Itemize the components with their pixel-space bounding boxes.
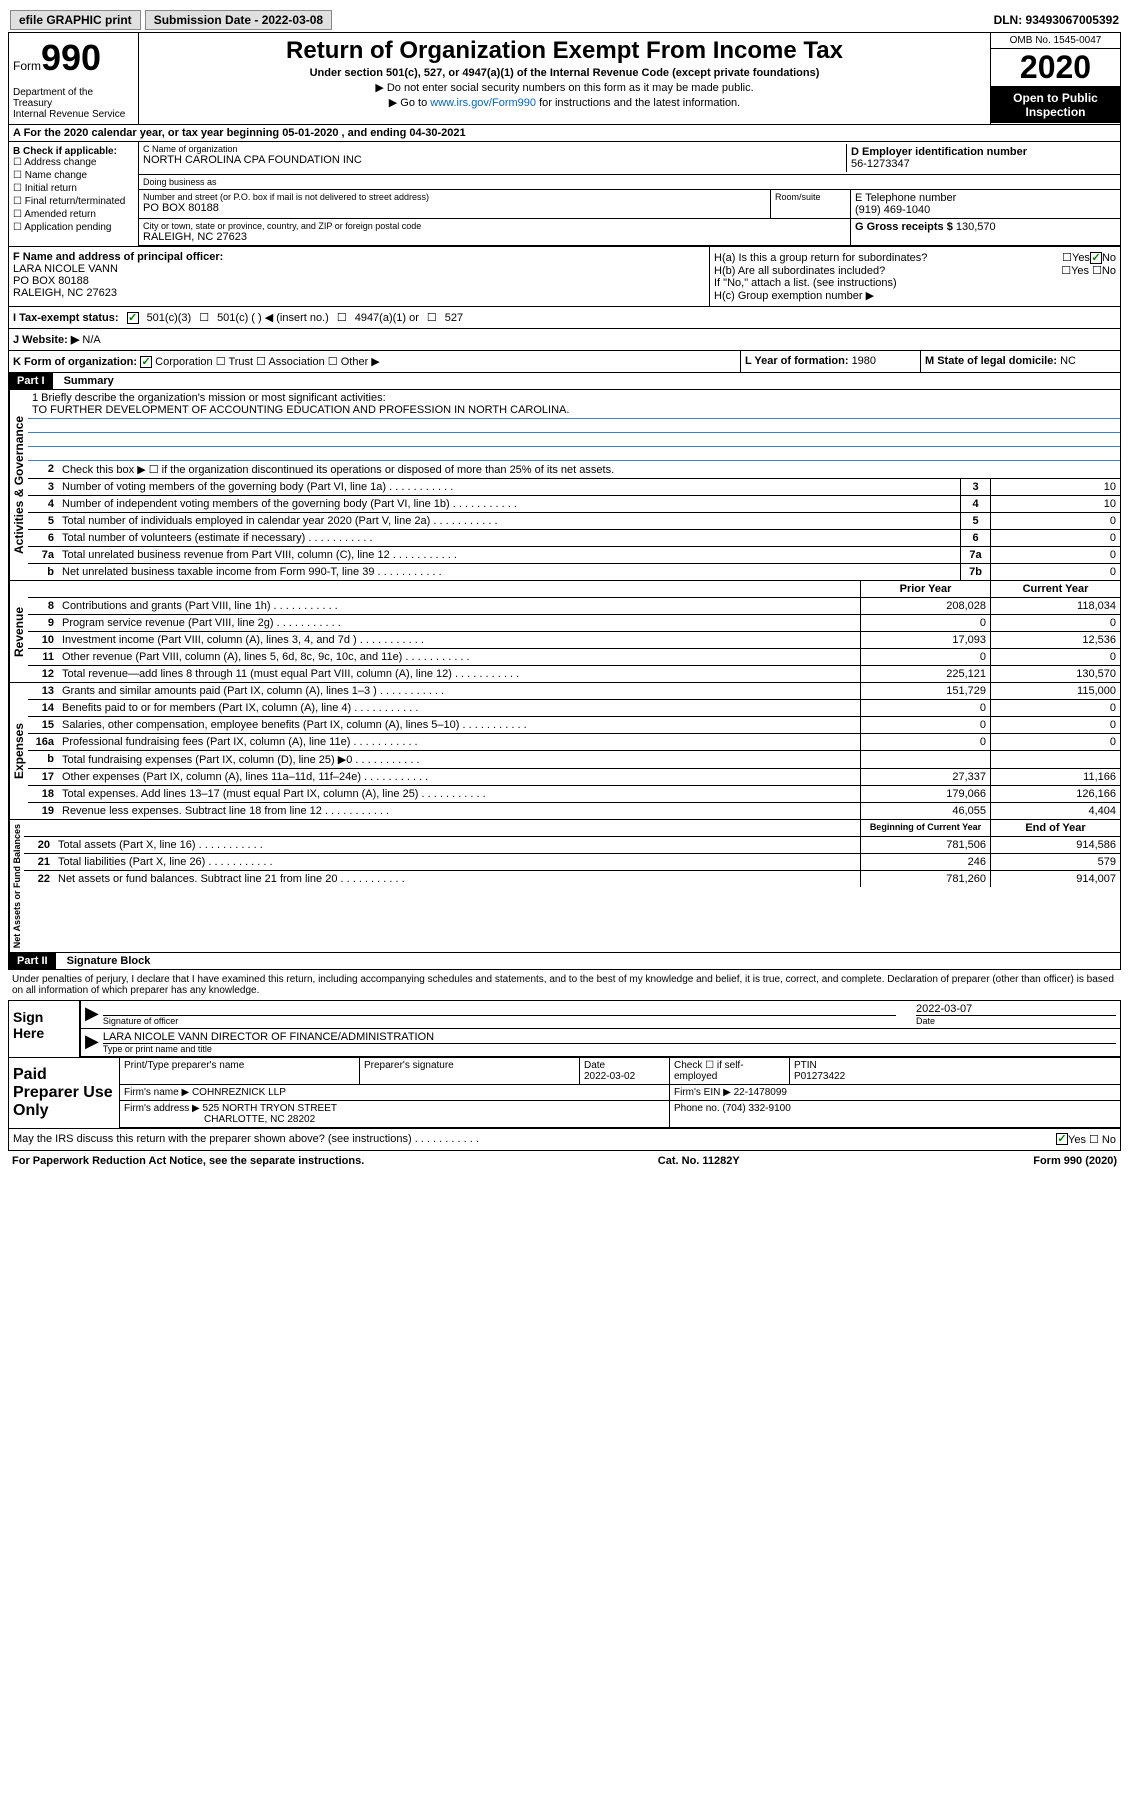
501c3-checkbox[interactable]	[127, 312, 139, 324]
tab-revenue: Revenue	[9, 581, 28, 682]
phone-label: E Telephone number	[855, 192, 1116, 204]
street-address: PO BOX 80188	[143, 202, 766, 214]
tab-net-assets: Net Assets or Fund Balances	[9, 820, 24, 952]
form-subtitle: Under section 501(c), 527, or 4947(a)(1)…	[143, 67, 986, 79]
sign-here: Sign Here	[9, 1001, 79, 1057]
firm-name: COHNREZNICK LLP	[192, 1087, 286, 1098]
form-header: Form990 Department of the Treasury Inter…	[8, 32, 1121, 125]
ptin: P01273422	[794, 1071, 845, 1082]
firm-phone: (704) 332-9100	[722, 1103, 790, 1114]
cat-no: Cat. No. 11282Y	[364, 1155, 1033, 1167]
dba-label: Doing business as	[143, 177, 1116, 187]
form-title: Return of Organization Exempt From Incom…	[143, 37, 986, 65]
tab-governance: Activities & Governance	[9, 390, 28, 580]
open-inspection: Open to Public Inspection	[991, 87, 1120, 123]
phone: (919) 469-1040	[855, 204, 1116, 216]
ein: 56-1273347	[851, 158, 1112, 170]
officer-signature-name: LARA NICOLE VANN DIRECTOR OF FINANCE/ADM…	[103, 1031, 1116, 1043]
city-state-zip: RALEIGH, NC 27623	[143, 231, 846, 243]
irs-link[interactable]: www.irs.gov/Form990	[430, 97, 536, 109]
submission-date: Submission Date - 2022-03-08	[145, 10, 332, 30]
year-formation: 1980	[852, 355, 876, 367]
org-name: NORTH CAROLINA CPA FOUNDATION INC	[143, 154, 846, 166]
form-number: Form990	[13, 37, 134, 79]
note-link: ▶ Go to www.irs.gov/Form990 for instruct…	[143, 96, 986, 109]
section-b: B Check if applicable: ☐ Address change …	[9, 142, 139, 246]
perjury-text: Under penalties of perjury, I declare th…	[8, 970, 1121, 1001]
discuss-yes[interactable]	[1056, 1133, 1068, 1145]
paid-preparer: Paid Preparer Use Only	[9, 1058, 119, 1128]
part2-header: Part II	[9, 953, 56, 969]
h-a-no[interactable]	[1090, 252, 1102, 264]
org-name-label: C Name of organization	[143, 144, 846, 154]
mission: TO FURTHER DEVELOPMENT OF ACCOUNTING EDU…	[32, 404, 1116, 416]
firm-ein: 22-1478099	[734, 1087, 787, 1098]
footer-right: Form 990 (2020)	[1033, 1155, 1117, 1167]
corp-checkbox[interactable]	[140, 356, 152, 368]
officer-name: LARA NICOLE VANN	[13, 263, 705, 275]
omb: OMB No. 1545-0047	[991, 33, 1120, 49]
note-ssn: ▶ Do not enter social security numbers o…	[143, 81, 986, 94]
gross-receipts: 130,570	[956, 221, 996, 233]
part1-header: Part I	[9, 373, 53, 389]
website: N/A	[82, 334, 100, 346]
dln: DLN: 93493067005392	[994, 13, 1119, 27]
line-a: A For the 2020 calendar year, or tax yea…	[8, 125, 1121, 142]
ein-label: D Employer identification number	[851, 146, 1027, 158]
tab-expenses: Expenses	[9, 683, 28, 819]
dept: Department of the Treasury Internal Reve…	[13, 87, 134, 120]
tax-year: 2020	[991, 49, 1120, 87]
topbar: efile GRAPHIC print Submission Date - 20…	[8, 8, 1121, 32]
efile-button[interactable]: efile GRAPHIC print	[10, 10, 141, 30]
footer-left: For Paperwork Reduction Act Notice, see …	[12, 1155, 364, 1167]
state-domicile: NC	[1060, 355, 1076, 367]
